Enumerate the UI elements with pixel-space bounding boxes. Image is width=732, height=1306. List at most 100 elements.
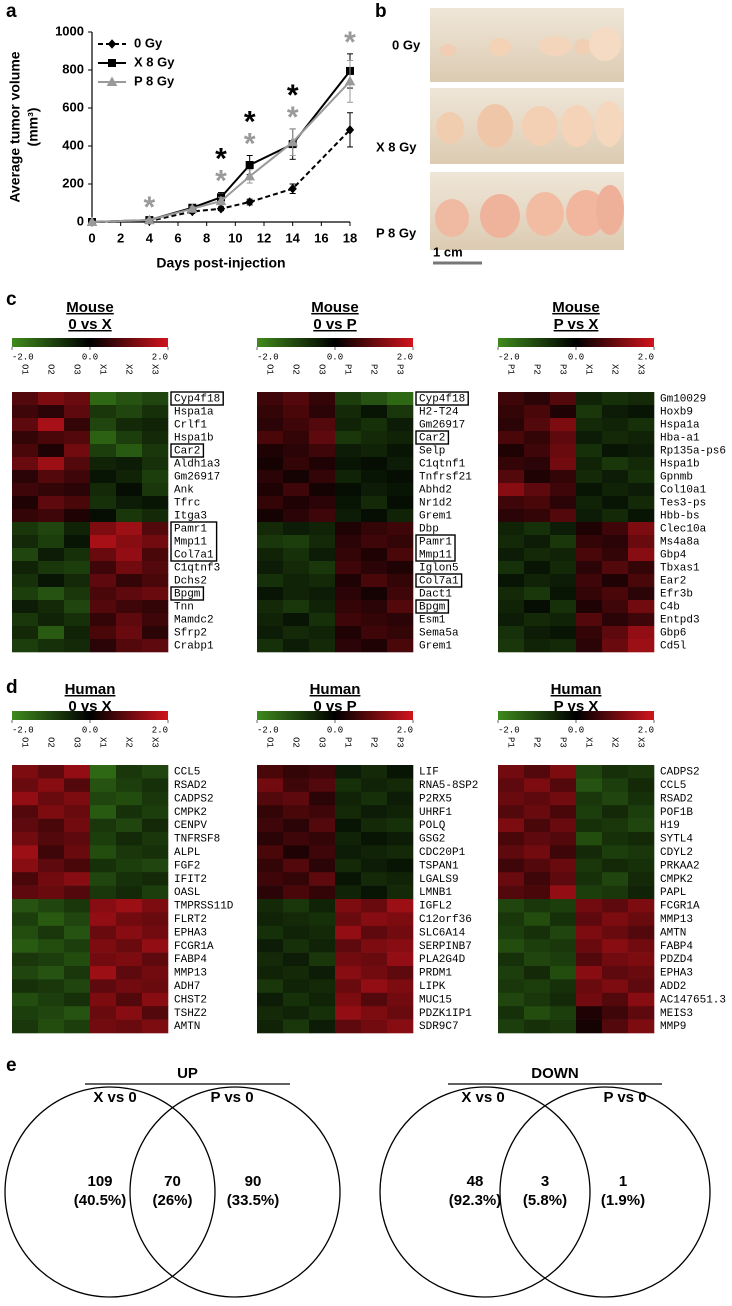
heatmap-cell <box>309 939 336 953</box>
heatmap-cell <box>498 778 525 793</box>
gene-label: LMNB1 <box>419 887 452 899</box>
column-label: X2 <box>610 737 620 748</box>
marker <box>106 76 118 86</box>
heatmap-cell <box>576 574 603 588</box>
heatmap-cell <box>628 587 655 601</box>
heatmap-cell <box>64 548 91 562</box>
heatmap-cell <box>12 952 39 967</box>
heatmap-cell <box>361 952 388 967</box>
heatmap-cell <box>257 457 284 471</box>
venn-circle <box>4 1086 216 1298</box>
heatmap-cell <box>498 872 525 886</box>
heatmap-cell <box>257 639 284 653</box>
heatmap-cell <box>142 483 169 497</box>
heatmap-cell <box>576 405 603 419</box>
set-name: X vs 0 <box>461 1089 504 1106</box>
gene-label: SLC6A14 <box>419 927 466 939</box>
heatmap-cell <box>628 561 655 575</box>
column-label: O2 <box>46 364 56 375</box>
gene-label: Ms4a8a <box>660 536 700 548</box>
heatmap-cell <box>142 966 169 980</box>
gene-label: ADH7 <box>174 981 200 993</box>
gene-label: Hspa1a <box>174 406 214 418</box>
heatmap-cell <box>628 939 655 953</box>
heatmap-cell <box>498 600 525 614</box>
colorbar-tick-label: 2.0 <box>397 725 413 735</box>
heatmap-cell <box>64 457 91 471</box>
region-percent: (92.3%) <box>449 1192 502 1209</box>
heatmap-cell <box>38 765 65 779</box>
heatmap-cell <box>498 561 525 575</box>
heatmap-cell <box>524 587 551 601</box>
heatmap-cell <box>387 522 414 536</box>
heatmap-cell <box>387 509 414 523</box>
heatmap-cell <box>257 912 284 927</box>
heatmap-cell <box>12 548 39 562</box>
heatmap-cell <box>12 496 39 510</box>
heatmap-cell <box>116 1019 143 1034</box>
heatmap-cell <box>38 522 65 536</box>
column-label: X2 <box>124 737 134 748</box>
heatmap-cell <box>498 939 525 953</box>
heatmap-cell <box>602 805 629 819</box>
gene-label: PRKAA2 <box>660 860 700 872</box>
y-axis-label: Average tumor volume <box>7 51 23 202</box>
heatmap-cell <box>90 966 117 980</box>
heatmap-cell <box>142 858 169 873</box>
heatmap-cell <box>257 805 284 819</box>
heatmap-cell <box>116 626 143 640</box>
heatmap-cell <box>116 845 143 860</box>
heatmap-cell <box>142 600 169 614</box>
heatmap-cell <box>309 392 336 406</box>
heatmap-cell <box>142 626 169 640</box>
heatmap-cell <box>550 992 577 1007</box>
heatmap-cell <box>116 966 143 980</box>
heatmap-cell <box>309 791 336 806</box>
heatmap-cell <box>90 872 117 886</box>
heatmap-cell <box>498 483 525 497</box>
colorbar <box>12 338 168 347</box>
heatmap-cell <box>387 418 414 432</box>
heatmap-cell <box>387 778 414 793</box>
heatmap-cell <box>335 858 362 873</box>
set-name: X vs 0 <box>93 1089 136 1106</box>
column-label: P1 <box>343 737 353 748</box>
heatmap-cell <box>550 818 577 833</box>
gene-label: Hoxb9 <box>660 406 693 418</box>
heatmap-cell <box>524 765 551 779</box>
heatmap-cell <box>257 992 284 1007</box>
heatmap-cell <box>602 444 629 458</box>
heatmap-cell <box>498 992 525 1007</box>
heatmap-cell <box>335 522 362 536</box>
heatmap-cell <box>12 1019 39 1034</box>
panel-letter: e <box>6 1055 17 1076</box>
gene-label: OASL <box>174 887 200 899</box>
heatmap-cell <box>387 765 414 779</box>
heatmap-cell <box>116 818 143 833</box>
heatmap-cell <box>524 939 551 953</box>
gene-label: PRDM1 <box>419 968 452 980</box>
heatmap-cell <box>38 1006 65 1020</box>
panel-letter: a <box>6 1 17 22</box>
heatmap-cell <box>38 885 65 900</box>
heatmap-cell <box>12 778 39 793</box>
gene-label: Nr1d2 <box>419 497 452 509</box>
venn-circle <box>129 1086 341 1298</box>
heatmap-cell <box>576 979 603 994</box>
heatmap-cell <box>550 899 577 913</box>
heatmap-cell <box>602 966 629 980</box>
heatmap-cell <box>550 457 577 471</box>
gene-label: CMPK2 <box>660 874 693 886</box>
heatmap-cell <box>524 966 551 980</box>
significance-mark: * <box>215 142 227 175</box>
heatmap-cell <box>387 899 414 913</box>
heatmap-cell <box>38 805 65 819</box>
heatmap-cell <box>64 522 91 536</box>
heatmap-cell <box>12 1006 39 1020</box>
gene-label: FCGR1A <box>660 901 700 913</box>
heatmap-cell <box>602 626 629 640</box>
heatmap-cell <box>576 845 603 860</box>
gene-label: Ear2 <box>660 575 686 587</box>
heatmap-cell <box>498 885 525 900</box>
heatmap-cell <box>64 392 91 406</box>
